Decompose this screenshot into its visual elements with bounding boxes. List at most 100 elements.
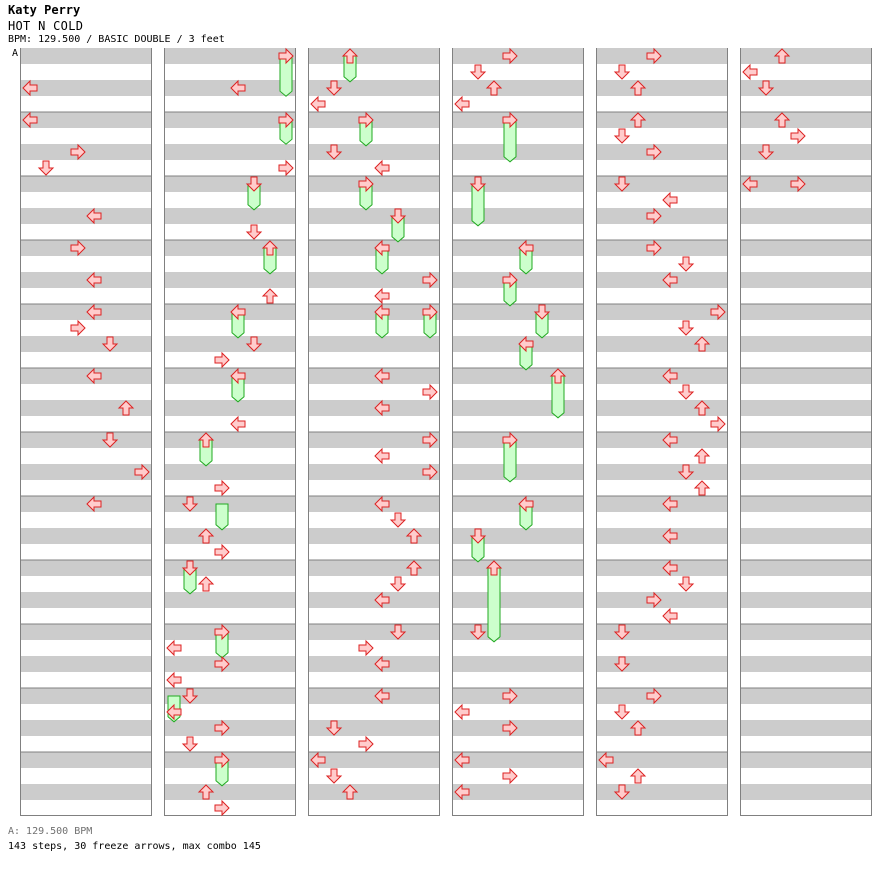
chart-band <box>21 528 151 544</box>
chart-band <box>453 688 583 704</box>
chart-band <box>309 752 439 768</box>
chart-band <box>309 784 439 800</box>
step-arrow-left <box>662 191 678 209</box>
chart-band <box>165 560 295 576</box>
chart-band <box>453 464 583 480</box>
chart-stats: 143 steps, 30 freeze arrows, max combo 1… <box>8 841 261 852</box>
chart-band <box>741 656 871 672</box>
step-arrow-up <box>629 768 647 784</box>
chart-band <box>165 720 295 736</box>
step-arrow-left <box>374 591 390 609</box>
step-arrow-left <box>662 527 678 545</box>
chart-band <box>165 464 295 480</box>
step-arrow-down <box>613 128 631 144</box>
chart-band <box>597 80 727 96</box>
step-arrow-left <box>86 495 102 513</box>
chart-band <box>165 656 295 672</box>
chart-band <box>21 560 151 576</box>
chart-band <box>741 368 871 384</box>
chart-band <box>309 112 439 128</box>
chart-band <box>21 368 151 384</box>
chart-band <box>21 592 151 608</box>
chart-band <box>597 208 727 224</box>
chart-band <box>741 560 871 576</box>
chart-band <box>597 528 727 544</box>
chart-band <box>21 176 151 192</box>
step-arrow-down <box>389 624 407 640</box>
step-arrow-up <box>117 400 135 416</box>
step-arrow-down <box>757 144 775 160</box>
chart-band <box>21 400 151 416</box>
step-arrow-down <box>389 208 407 224</box>
chart-band <box>165 336 295 352</box>
step-arrow-up <box>485 80 503 96</box>
step-arrow-down <box>181 496 199 512</box>
step-arrow-left <box>662 607 678 625</box>
step-arrow-up <box>773 48 791 64</box>
step-arrow-right <box>646 591 662 609</box>
chart-band <box>597 560 727 576</box>
step-arrow-down <box>325 768 343 784</box>
step-arrow-down <box>677 320 695 336</box>
step-arrow-up <box>341 784 359 800</box>
step-arrow-down <box>245 224 263 240</box>
chart-band <box>165 784 295 800</box>
step-arrow-right <box>422 271 438 289</box>
step-arrow-up <box>261 288 279 304</box>
step-arrow-left <box>230 79 246 97</box>
chart-band <box>165 496 295 512</box>
chart-band <box>309 432 439 448</box>
step-arrow-right <box>70 239 86 257</box>
chart-band <box>741 496 871 512</box>
step-arrow-down <box>37 160 55 176</box>
chart-band <box>21 208 151 224</box>
chart-band <box>741 688 871 704</box>
step-arrow-down <box>325 720 343 736</box>
chart-band <box>453 112 583 128</box>
step-arrow-right <box>214 799 230 817</box>
chart-band <box>741 720 871 736</box>
step-arrow-up <box>693 400 711 416</box>
chart-band <box>741 432 871 448</box>
step-arrow-up <box>197 784 215 800</box>
step-arrow-right <box>790 127 806 145</box>
step-arrow-left <box>86 303 102 321</box>
chart-band <box>165 144 295 160</box>
chart-band <box>453 784 583 800</box>
chart-band <box>741 464 871 480</box>
step-arrow-up <box>341 48 359 64</box>
step-arrow-left <box>230 367 246 385</box>
chart-band <box>21 48 151 64</box>
chart-band <box>309 624 439 640</box>
bpm-legend: A: 129.500 BPM <box>8 826 93 837</box>
chart-band <box>165 592 295 608</box>
chart-band <box>453 528 583 544</box>
chart-band <box>21 752 151 768</box>
step-arrow-left <box>374 159 390 177</box>
step-arrow-right <box>134 463 150 481</box>
step-arrow-left <box>374 399 390 417</box>
step-arrow-right <box>646 687 662 705</box>
step-arrow-down <box>245 336 263 352</box>
step-arrow-right <box>214 479 230 497</box>
step-arrow-left <box>742 175 758 193</box>
step-arrow-up <box>485 560 503 576</box>
chart-band <box>453 624 583 640</box>
chart-band <box>453 304 583 320</box>
chart-band <box>165 528 295 544</box>
step-arrow-down <box>677 384 695 400</box>
chart-band <box>453 496 583 512</box>
chart-band <box>741 272 871 288</box>
step-arrow-up <box>693 480 711 496</box>
chart-band <box>165 368 295 384</box>
step-arrow-down <box>613 704 631 720</box>
step-arrow-down <box>677 464 695 480</box>
song-title: HOT N COLD <box>8 19 84 33</box>
step-arrow-right <box>214 623 230 641</box>
step-arrow-down <box>677 576 695 592</box>
step-arrow-right <box>214 543 230 561</box>
chart-band <box>453 720 583 736</box>
step-arrow-down <box>533 304 551 320</box>
chart-band <box>309 464 439 480</box>
freeze-arrow <box>487 567 501 643</box>
